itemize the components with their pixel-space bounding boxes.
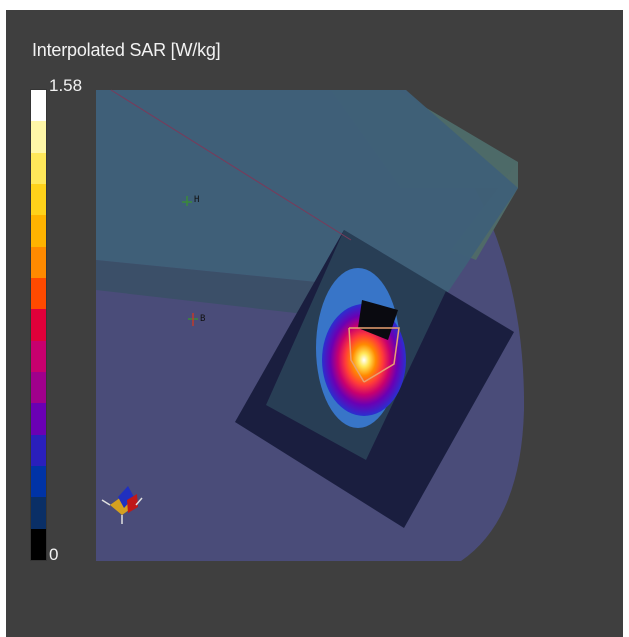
antenna-wireframe [348,327,400,383]
colorbar-segment [31,183,46,216]
probe-marker-b[interactable]: B [188,313,205,326]
orientation-triad[interactable] [101,486,143,524]
antenna-dark-patch [358,300,398,340]
colorbar-segment [31,215,46,247]
colorbar [31,90,46,560]
probe-marker-h-label: H [194,195,199,205]
probe-marker-h[interactable]: H [182,195,199,206]
teal-slab [96,90,518,295]
colorbar-segment [31,340,46,372]
colorbar-segment [31,371,46,404]
colorbar-segment [31,246,46,278]
triad-axis-line [135,497,143,506]
triad-axis-line [101,499,111,506]
colorbar-segment [31,434,46,466]
colorbar-segment [31,465,46,498]
colorbar-segment [31,90,46,122]
colorbar-max-label: 1.58 [49,76,83,95]
colorbar-segment [31,528,46,560]
probe-marker-b-label: B [200,314,205,324]
reference-wire [110,89,352,241]
colorbar-segment [31,152,46,184]
colorbar-segment [31,403,46,435]
colorbar-segment [31,309,46,341]
colorbar-segment [31,277,46,310]
sar-3d-scene[interactable]: H B [6,10,623,637]
triad-blue-face [118,486,134,508]
triad-red-face [127,494,138,513]
colorbar-segment [31,121,46,153]
colorbar-title: Interpolated SAR [W/kg] [32,40,221,60]
colorbar-segment [31,497,46,529]
sar-viewport[interactable]: Interpolated SAR [W/kg] 1.58 0 [6,10,623,637]
colorbar-min-label: 0 [49,545,59,564]
